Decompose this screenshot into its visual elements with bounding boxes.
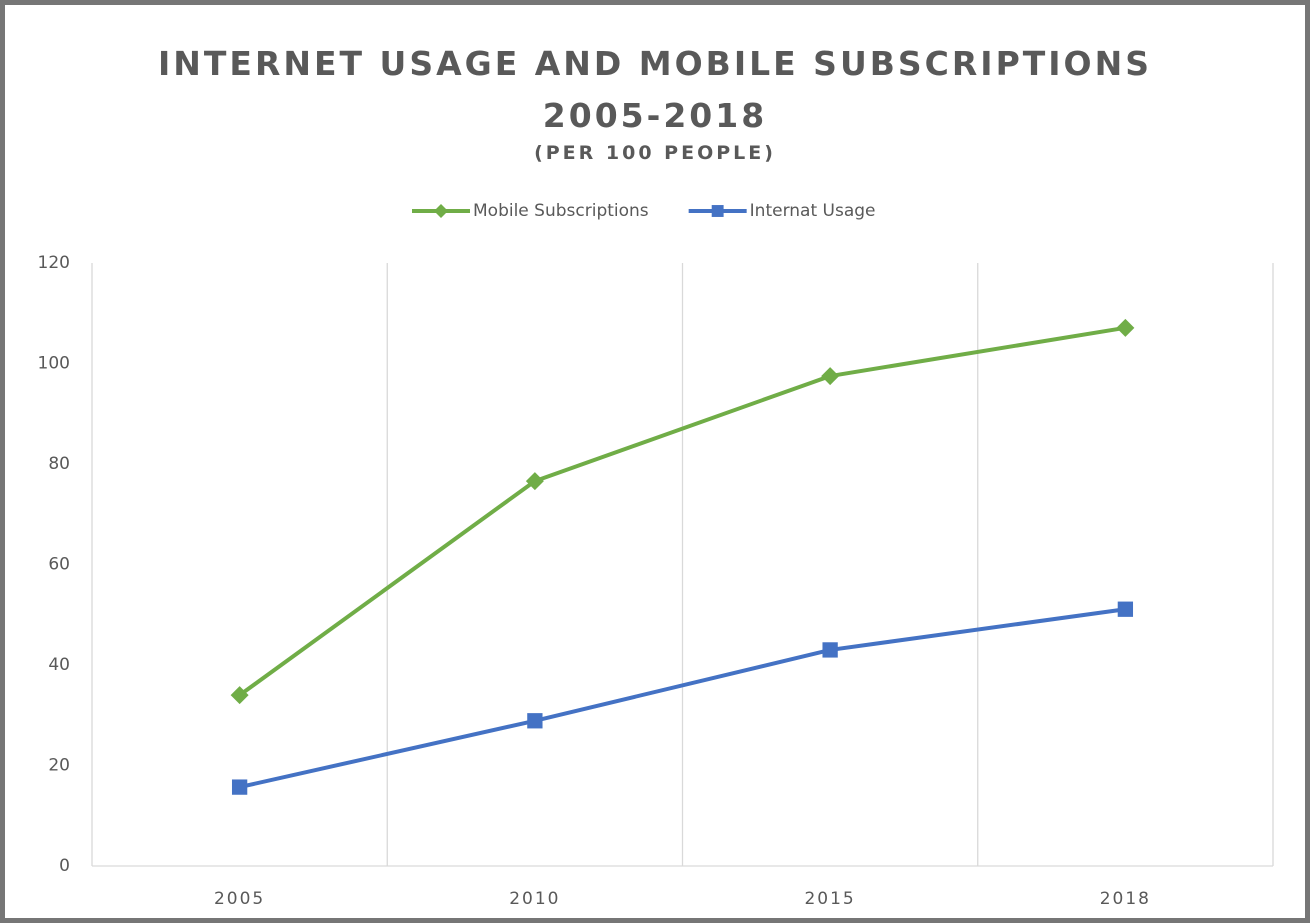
legend-marker <box>711 205 724 217</box>
point-marker <box>231 779 248 795</box>
point-marker <box>1117 601 1134 617</box>
y-tick-label: 0 <box>59 856 70 876</box>
chart-subtitle: (PER 100 PEOPLE) <box>534 142 776 164</box>
point-marker <box>821 367 840 386</box>
point-marker <box>1116 318 1135 337</box>
x-tick-label: 2018 <box>1100 889 1151 909</box>
y-tick-label: 60 <box>48 555 70 575</box>
point-marker <box>525 472 544 491</box>
point-marker <box>822 642 838 658</box>
y-tick-label: 100 <box>38 354 70 374</box>
y-tick-label: 40 <box>48 655 70 675</box>
chart-title: INTERNET USAGE AND MOBILE SUBSCRIPTIONS … <box>158 44 1152 135</box>
y-tick-label: 120 <box>38 253 70 273</box>
legend-marker <box>434 204 448 218</box>
x-tick-label: 2010 <box>509 889 560 909</box>
y-tick-label: 80 <box>48 454 70 474</box>
point-marker <box>230 686 249 705</box>
y-tick-label: 20 <box>48 756 70 776</box>
point-marker <box>527 713 543 729</box>
series-line <box>239 607 1126 790</box>
x-tick-label: 2005 <box>214 889 265 909</box>
x-tick-label: 2015 <box>804 889 855 909</box>
legend-label: Mobile Subscriptions <box>473 201 649 221</box>
legend-label: Internat Usage <box>750 201 876 221</box>
series-line <box>238 325 1126 697</box>
